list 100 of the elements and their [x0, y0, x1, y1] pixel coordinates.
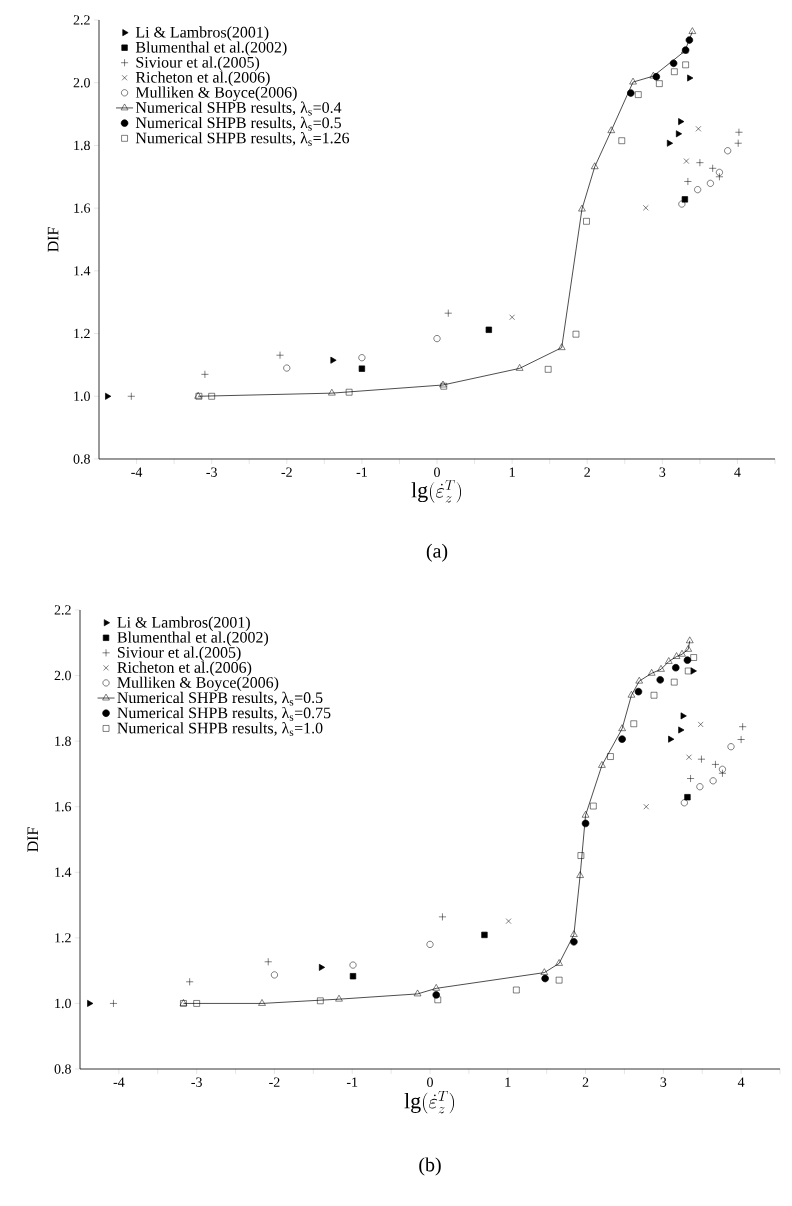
point — [577, 852, 585, 859]
point — [737, 735, 745, 744]
point — [349, 973, 357, 980]
x-tick-label: 0 — [427, 1077, 433, 1087]
point — [513, 986, 520, 994]
point — [576, 871, 584, 878]
legend-label: Mulliken & Boyce(2006) — [117, 676, 279, 692]
y-tick-label: 2.0 — [54, 670, 71, 681]
x-tick-label: -1 — [356, 467, 367, 477]
legend-label: Mulliken & Boyce(2006) — [135, 86, 297, 102]
point — [684, 645, 692, 652]
point — [185, 977, 194, 986]
y-axis-title: DIF — [47, 227, 59, 252]
point — [193, 1000, 200, 1007]
point — [127, 392, 136, 401]
point — [358, 354, 366, 362]
point — [328, 388, 336, 396]
point — [686, 754, 692, 760]
y-tick-label: 1.4 — [74, 266, 91, 276]
point — [670, 678, 678, 686]
y-tick-label: 1.6 — [74, 203, 91, 213]
legend-label: Blumenthal et al.(2002) — [135, 41, 287, 56]
legend-label: Blumenthal et al.(2002) — [117, 631, 269, 646]
legend-label: Li & Lambros(2001) — [135, 26, 269, 41]
point — [683, 656, 692, 664]
point — [544, 366, 552, 373]
point — [557, 343, 566, 350]
point — [555, 959, 563, 966]
legend-label: Numerical SHPB results, λ$_{s}$=0.4 — [135, 101, 342, 116]
point — [666, 139, 674, 147]
point — [318, 963, 326, 971]
point — [634, 687, 643, 696]
legend-label: Numerical SHPB results, λ$_{s}$=0.5 — [117, 691, 323, 706]
point — [629, 77, 637, 85]
point — [426, 940, 434, 948]
text: (b) — [419, 1157, 441, 1176]
point — [706, 179, 714, 187]
text: (a) — [426, 543, 448, 562]
point — [727, 743, 735, 751]
point — [647, 669, 656, 676]
x-tick-label: 0 — [434, 467, 440, 477]
point — [630, 720, 638, 727]
point — [264, 957, 273, 966]
point — [335, 994, 343, 1002]
point — [607, 753, 614, 760]
point — [283, 364, 291, 372]
point — [735, 128, 743, 137]
y-tick-label: 2.0 — [73, 77, 90, 88]
point — [685, 36, 694, 44]
point — [345, 388, 353, 396]
y-axis-title: DIF — [27, 827, 38, 852]
point — [201, 370, 209, 379]
x-tick-label: -2 — [269, 1077, 280, 1087]
y-tick-label: 1.8 — [74, 140, 90, 151]
x-tick-label: -2 — [281, 467, 292, 477]
point — [330, 356, 337, 364]
point — [635, 676, 643, 684]
point — [719, 765, 726, 773]
point — [708, 164, 717, 173]
x-tick-label: -4 — [131, 467, 143, 477]
legend-label: Richeton et al.(2006) — [135, 71, 270, 86]
point — [583, 218, 590, 225]
point — [570, 930, 578, 937]
point — [438, 913, 447, 921]
legend-label: Numerical SHPB results, λ$_{s}$=1.0 — [117, 722, 323, 736]
x-tick-label: 3 — [659, 467, 666, 477]
point — [686, 636, 694, 644]
point — [672, 663, 680, 672]
point — [555, 976, 563, 984]
point — [683, 158, 690, 164]
point — [481, 931, 488, 939]
point — [695, 126, 702, 132]
point — [696, 783, 704, 791]
point — [656, 676, 664, 684]
point — [590, 802, 597, 810]
legend-label: Numerical SHPB results, λ$_{s}$=0.5 — [135, 116, 341, 131]
point — [607, 126, 615, 133]
point — [694, 186, 702, 194]
point — [570, 938, 578, 946]
point — [444, 309, 453, 318]
point — [650, 692, 658, 699]
legend-label: Richeton et al.(2006) — [117, 661, 252, 677]
legend-label: Numerical SHPB results, λ$_{s}$=1.26 — [135, 131, 350, 146]
point — [643, 205, 649, 211]
point — [627, 89, 635, 97]
point — [678, 650, 686, 657]
point — [690, 654, 697, 661]
point — [505, 918, 512, 924]
point — [682, 61, 689, 69]
y-tick-label: 1.6 — [55, 802, 72, 812]
point — [581, 811, 590, 818]
point — [684, 667, 692, 675]
point — [709, 777, 717, 785]
y-tick-label: 1.4 — [55, 867, 72, 877]
point — [87, 999, 94, 1007]
point — [485, 326, 492, 333]
x-axis-title: $\lg(\dot{\varepsilon}_z^T)$ — [404, 1090, 455, 1114]
point — [276, 351, 284, 360]
point — [680, 712, 687, 720]
point — [432, 984, 440, 991]
